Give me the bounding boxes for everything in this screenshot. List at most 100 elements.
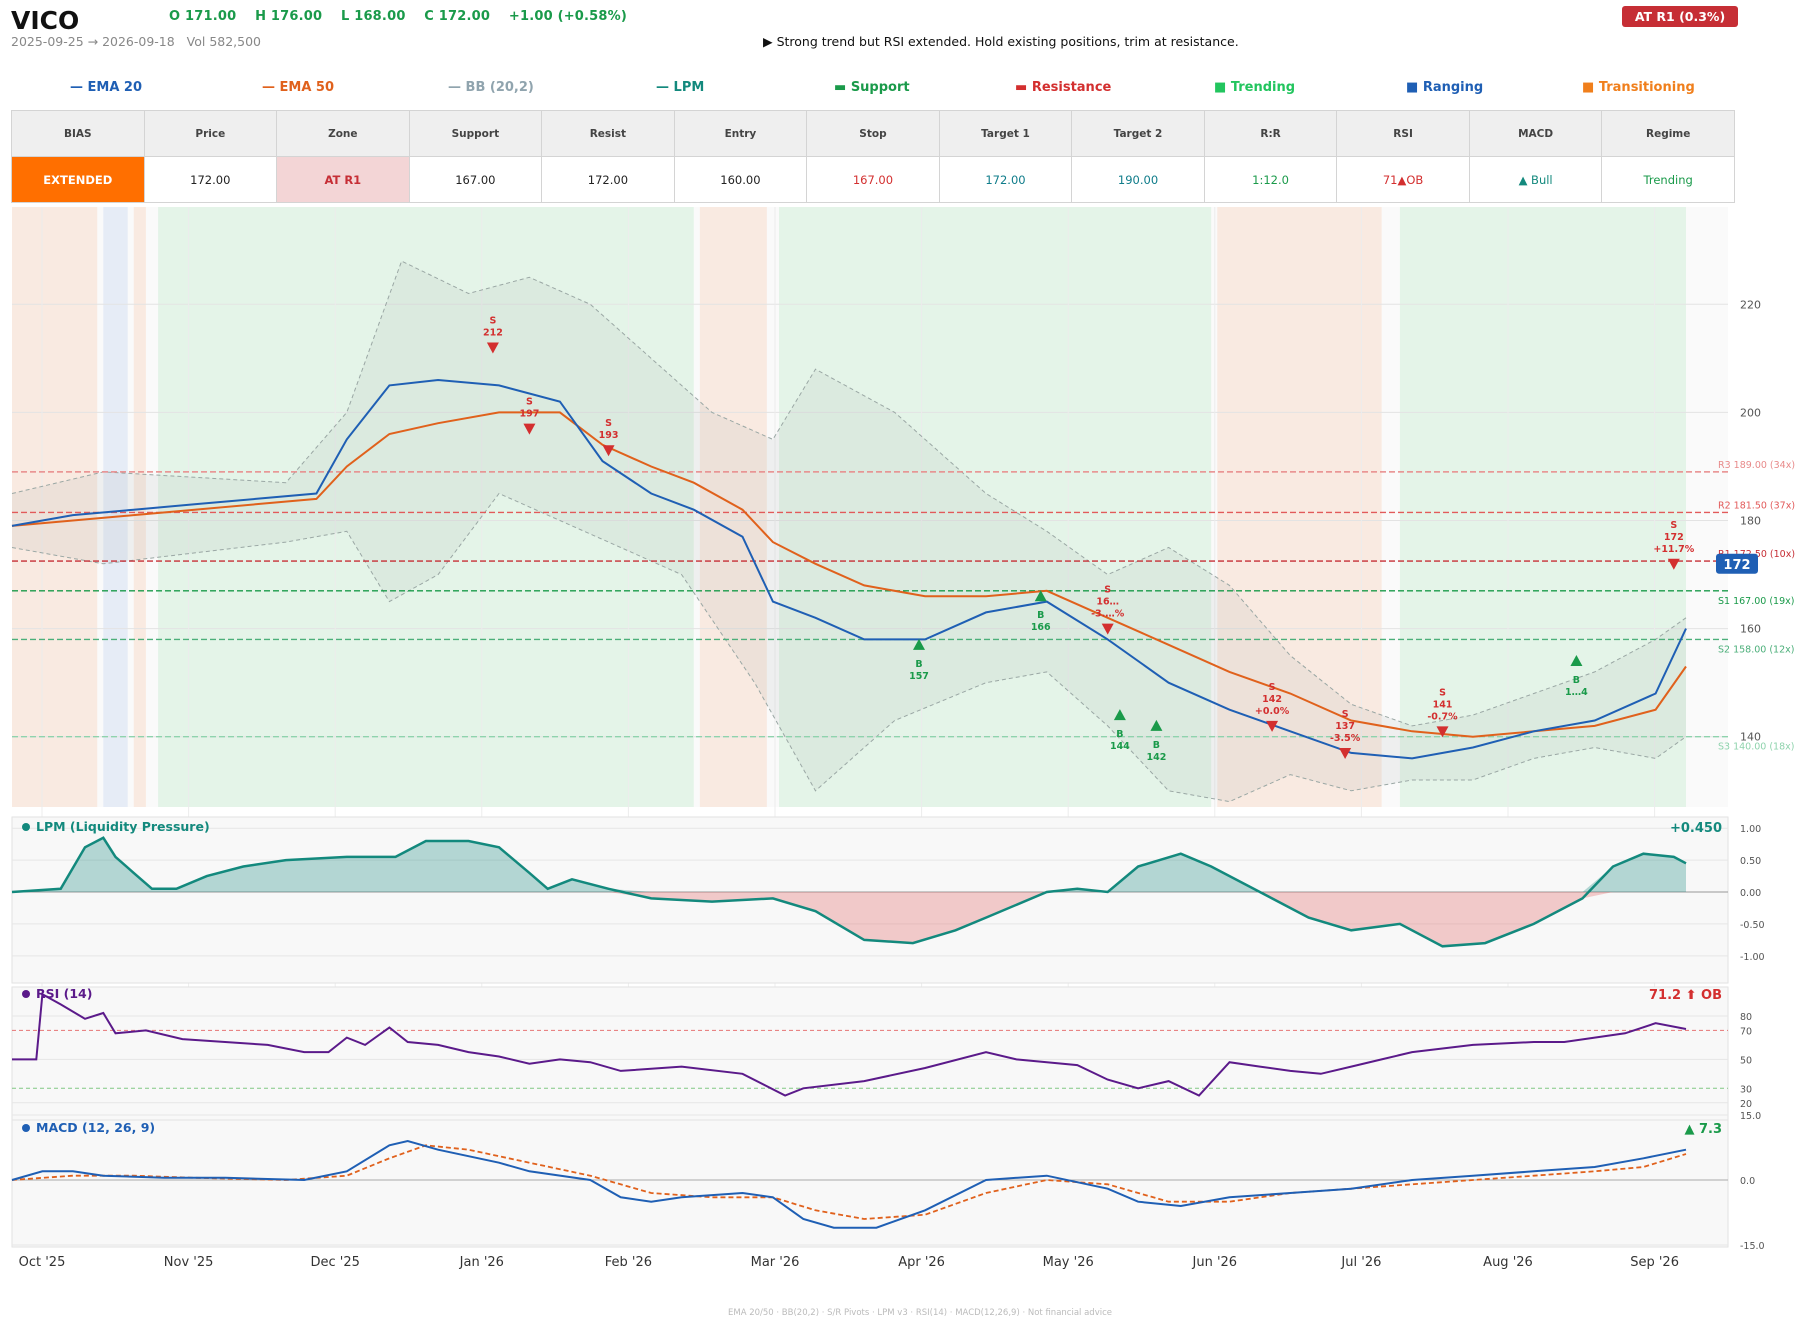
cell-support: 167.00: [408, 156, 543, 203]
legend-item-transitioning: ■ Transitioning: [1582, 80, 1695, 95]
sell-signal-label: S: [526, 397, 533, 408]
cell-target-2: 190.00: [1071, 156, 1205, 203]
ema20-line: [11, 378, 1687, 760]
sell-signal-label: S: [1104, 585, 1111, 596]
legend-swatch-icon: —: [448, 80, 466, 95]
signal-table-values: EXTENDED 172.00 AT R1 167.00 172.00 160.00 167…: [11, 156, 1735, 203]
sell-signal-icon: [1266, 720, 1279, 732]
rsi-tick-label: 80: [1740, 1012, 1752, 1023]
legend-label: LPM: [673, 80, 705, 95]
col-header-bias: BIAS: [11, 110, 145, 157]
sell-signal-label: 172: [1664, 532, 1684, 543]
lpm-tick-label: -1.00: [1740, 952, 1765, 963]
legend-swatch-icon: ■: [1406, 80, 1423, 95]
cell-price: 172.00: [143, 156, 278, 203]
lpm-line: [11, 836, 1687, 948]
buy-signal-label: B: [1037, 610, 1044, 621]
regime-band-trending: [1399, 207, 1686, 807]
rsi-title: RSI (14): [36, 986, 92, 1001]
col-header-stop: Stop: [806, 110, 940, 157]
sr-level-label: R2 181.50 (37x): [1718, 500, 1795, 511]
sell-signal-label: 16…: [1096, 597, 1119, 608]
rsi-tick-label: 20: [1740, 1099, 1752, 1110]
rsi-value-label: 71.2 ⬆ OB: [1649, 988, 1722, 1003]
buy-signal-icon: [1150, 719, 1163, 731]
buy-signal-label: B: [1116, 729, 1123, 740]
sr-level-label: S3 140.00 (18x): [1718, 742, 1794, 753]
price-tick-label: 140: [1740, 731, 1761, 744]
cell-r-r: 1:12.0: [1203, 156, 1338, 203]
price-tick-label: 220: [1740, 298, 1761, 311]
macd-line: [11, 1139, 1687, 1229]
price-tick-label: 180: [1740, 515, 1761, 528]
legend-label: Transitioning: [1598, 80, 1695, 95]
sell-signal-label: S: [605, 418, 612, 429]
legend-item-bb-20-2: — BB (20,2): [448, 80, 534, 95]
sell-signal-icon: [1339, 747, 1352, 759]
col-header-support: Support: [408, 110, 543, 157]
col-header-rsi: RSI: [1336, 110, 1470, 157]
lpm-value-label: +0.450: [1670, 821, 1722, 836]
legend-item-ema-50: — EMA 50: [262, 80, 334, 95]
macd-title-dot-icon: [22, 1124, 30, 1132]
rsi-tick-label: 30: [1740, 1084, 1752, 1095]
col-header-regime: Regime: [1601, 110, 1735, 157]
x-tick-label: Sep '26: [1630, 1255, 1679, 1270]
ema50-line: [11, 411, 1687, 738]
date-range-volume: 2025-09-25 → 2026-09-18 Vol 582,500: [11, 34, 261, 49]
legend-item-ranging: ■ Ranging: [1406, 80, 1483, 95]
sell-signal-label: -3.5%: [1330, 733, 1361, 744]
lpm-title: LPM (Liquidity Pressure): [36, 819, 210, 834]
sell-signal-label: 142: [1262, 694, 1282, 705]
x-tick-label: Nov '25: [164, 1255, 214, 1270]
lpm-tick-label: -0.50: [1740, 920, 1765, 931]
sell-signal-icon: [602, 445, 615, 457]
price-tick-label: 200: [1740, 406, 1761, 419]
macd-signal-line: [11, 1144, 1687, 1220]
buy-signal-icon: [1034, 590, 1047, 602]
sell-signal-label: 141: [1433, 699, 1453, 710]
legend-label: BB (20,2): [465, 80, 534, 95]
legend-label: Support: [850, 80, 910, 95]
sell-signal-label: 212: [483, 328, 503, 339]
sell-signal-icon: [1436, 726, 1449, 738]
sell-signal-icon: [486, 342, 499, 354]
x-tick-label: Dec '25: [310, 1255, 359, 1270]
legend-swatch-icon: ■: [1582, 80, 1599, 95]
macd-tick-label: 0.0: [1740, 1176, 1755, 1187]
legend-swatch-icon: —: [70, 80, 88, 95]
sell-signal-label: S: [1439, 687, 1446, 698]
legend-swatch-icon: ▬: [834, 80, 851, 95]
rsi-panel-bg: [11, 986, 1729, 1121]
regime-band-transitioning: [699, 207, 767, 807]
cell-entry: 160.00: [673, 156, 808, 203]
sell-signal-icon: [1667, 558, 1680, 570]
rsi-tick-label: 50: [1740, 1055, 1752, 1066]
price-tick-label: 160: [1740, 623, 1761, 636]
sr-level-label: S2 158.00 (12x): [1718, 644, 1794, 655]
sell-signal-label: S: [1342, 709, 1349, 720]
buy-signal-icon: [1570, 655, 1583, 667]
sell-signal-label: +0.0%: [1255, 706, 1290, 717]
macd-title: MACD (12, 26, 9): [36, 1120, 155, 1135]
change-value: +1.00 (+0.58%): [508, 9, 628, 24]
cell-macd: ▲ Bull: [1468, 156, 1603, 203]
rsi-tick-label: 70: [1740, 1026, 1752, 1037]
zone-badge: AT R1 (0.3%): [1622, 6, 1738, 27]
chart-legend: — EMA 20— EMA 50— BB (20,2) — LPM ▬ Suppor…: [0, 80, 1740, 100]
sell-signal-label: 193: [599, 430, 619, 441]
regime-band-trending: [778, 207, 1212, 807]
high-value: H 176.00: [255, 9, 323, 24]
legend-swatch-icon: ▬: [1015, 80, 1032, 95]
legend-item-support: ▬ Support: [834, 80, 910, 95]
rsi-title-dot-icon: [22, 990, 30, 998]
buy-signal-label: B: [1573, 675, 1580, 686]
bollinger-upper-line: [11, 260, 1687, 727]
x-tick-label: Mar '26: [751, 1255, 800, 1270]
x-tick-label: Jan '26: [459, 1255, 504, 1270]
legend-label: EMA 20: [87, 80, 143, 95]
sell-signal-icon: [523, 423, 536, 435]
volume: Vol 582,500: [186, 34, 262, 49]
legend-item-trending: ■ Trending: [1214, 80, 1295, 95]
signal-table: BIAS Price Zone Support Resist Entry Stop Targe…: [11, 110, 1735, 203]
